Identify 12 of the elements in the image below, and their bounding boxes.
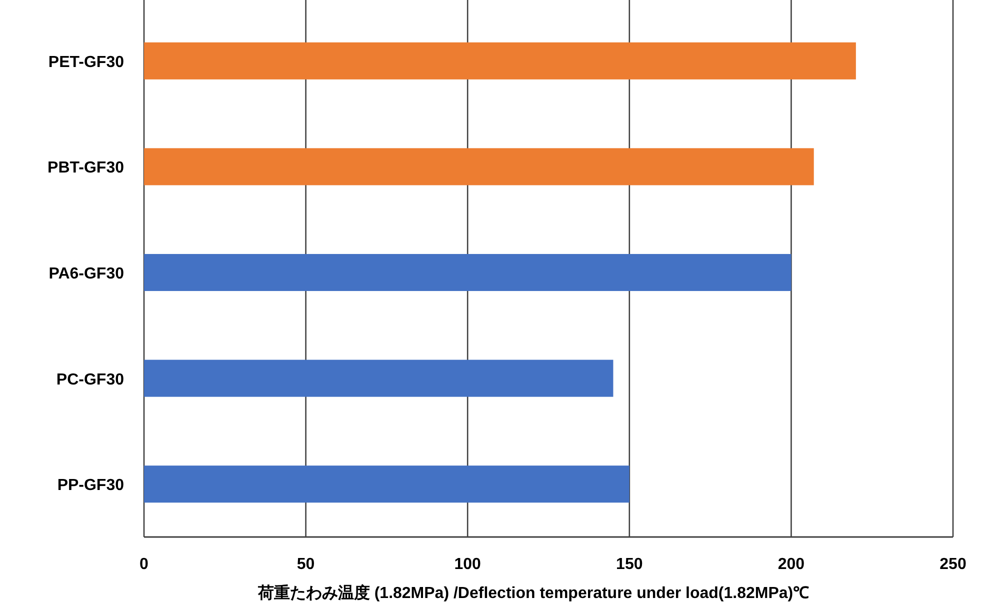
category-label: PET-GF30 (48, 54, 124, 71)
category-label: PBT-GF30 (48, 160, 124, 177)
xtick-label: 150 (616, 556, 643, 573)
xlabel: 荷重たわみ温度 (1.82MPa) /Deflection temperature under load(1.82MPa)℃ (258, 585, 810, 602)
xtick-label: 50 (296, 556, 315, 573)
xtick-label: 250 (940, 556, 966, 573)
xtick-label: 0 (140, 556, 148, 573)
xtick-label: 200 (778, 556, 805, 573)
xtick-label: 100 (454, 556, 481, 573)
category-label: PC-GF30 (56, 371, 124, 388)
category-label: PA6-GF30 (48, 266, 124, 282)
category-label: PP-GF30 (57, 477, 124, 494)
